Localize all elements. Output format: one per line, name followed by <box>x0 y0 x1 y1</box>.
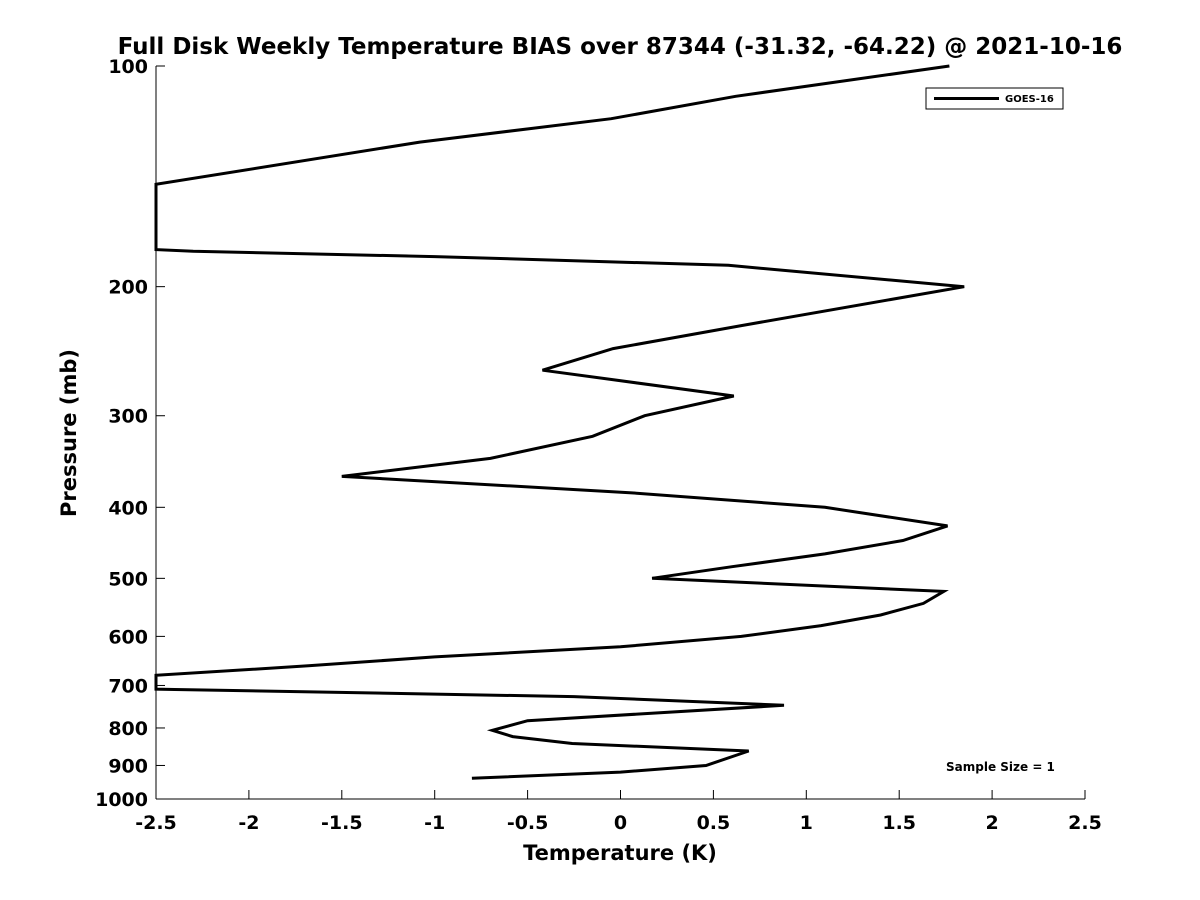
x-axis-label: Temperature (K) <box>523 841 717 865</box>
y-tick-label: 700 <box>108 675 148 697</box>
x-tick-label: 1.5 <box>882 812 916 834</box>
plot-area <box>156 66 1085 799</box>
y-tick-label: 400 <box>108 497 148 519</box>
x-tick-label: 2.5 <box>1068 812 1102 834</box>
legend: GOES-16 <box>925 87 1064 110</box>
x-tick-label: -0.5 <box>507 812 549 834</box>
x-tick-label: -2 <box>238 812 259 834</box>
x-tick-label: -1.5 <box>321 812 363 834</box>
y-tick-label: 900 <box>108 755 148 777</box>
y-tick-label: 300 <box>108 406 148 428</box>
y-axis-label: Pressure (mb) <box>57 349 81 517</box>
y-tick-label: 800 <box>108 718 148 740</box>
x-axis-ticks: -2.5 -2 -1.5 -1 -0.5 0 0.5 1 1.5 2 2.5 <box>135 790 1102 834</box>
x-tick-label: 2 <box>985 812 998 834</box>
y-tick-label: 500 <box>108 568 148 590</box>
x-tick-label: -1 <box>424 812 445 834</box>
y-axis-ticks: 100 200 300 400 500 600 700 800 900 1000 <box>95 56 165 811</box>
legend-entry-goes-16: GOES-16 <box>1005 94 1054 105</box>
chart-title: Full Disk Weekly Temperature BIAS over 8… <box>118 34 1123 60</box>
y-tick-label: 100 <box>108 56 148 78</box>
x-tick-label: 0 <box>614 812 627 834</box>
series-line-goes-16 <box>154 64 965 780</box>
x-tick-label: 0.5 <box>697 812 731 834</box>
x-tick-label: -2.5 <box>135 812 177 834</box>
y-tick-label: 200 <box>108 277 148 299</box>
x-tick-label: 1 <box>800 812 813 834</box>
sample-size-annotation: Sample Size = 1 <box>946 760 1055 774</box>
y-tick-label: 600 <box>108 626 148 648</box>
y-tick-label: 1000 <box>95 789 148 811</box>
